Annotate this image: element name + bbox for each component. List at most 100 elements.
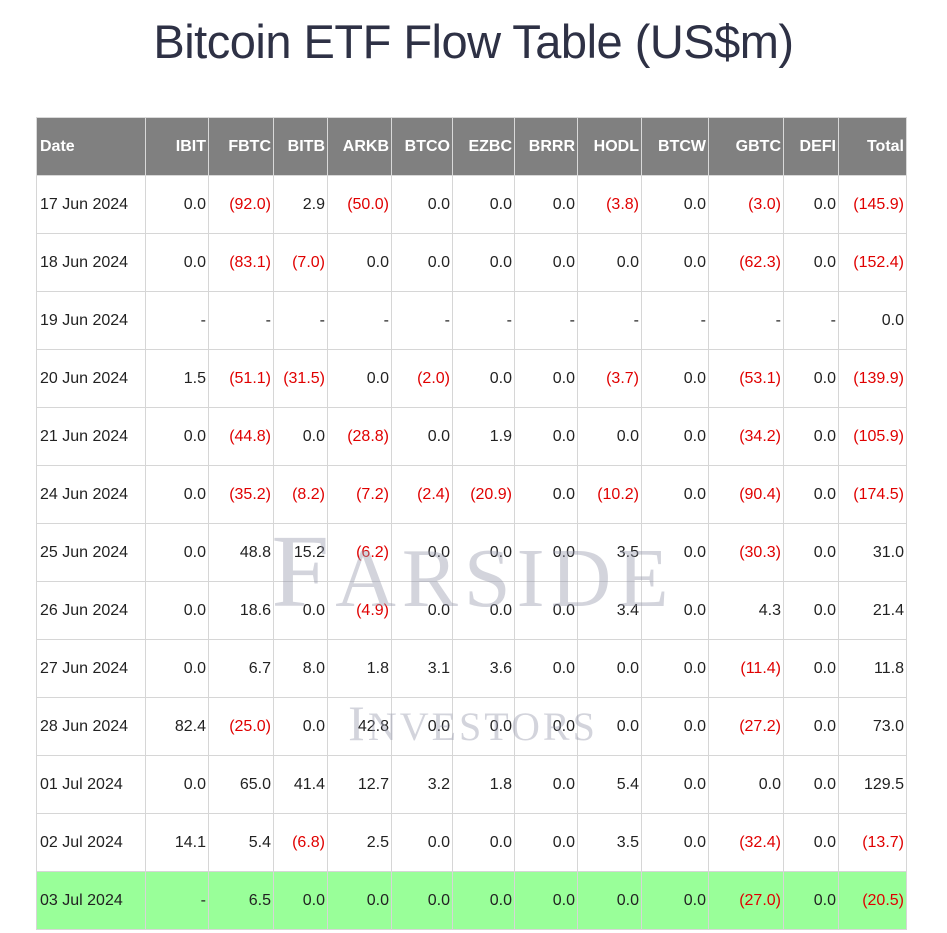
cell-defi: 0.0 xyxy=(783,233,839,292)
column-header-btcw: BTCW xyxy=(641,117,709,176)
cell-btcw: 0.0 xyxy=(641,175,709,234)
cell-ezbc: 0.0 xyxy=(452,175,515,234)
cell-ezbc: (20.9) xyxy=(452,465,515,524)
cell-btco: 0.0 xyxy=(391,175,453,234)
cell-brrr: 0.0 xyxy=(514,349,578,408)
cell-total: (174.5) xyxy=(838,465,907,524)
cell-total: 73.0 xyxy=(838,697,907,756)
cell-gbtc: (62.3) xyxy=(708,233,784,292)
cell-total: (105.9) xyxy=(838,407,907,466)
cell-fbtc: (92.0) xyxy=(208,175,274,234)
cell-hodl: 0.0 xyxy=(577,639,642,698)
cell-defi: 0.0 xyxy=(783,581,839,640)
cell-ibit: 0.0 xyxy=(145,175,209,234)
row-date-cell: 28 Jun 2024 xyxy=(36,697,146,756)
cell-fbtc: 6.7 xyxy=(208,639,274,698)
cell-fbtc: 48.8 xyxy=(208,523,274,582)
cell-ezbc: 0.0 xyxy=(452,871,515,930)
cell-bitb: 8.0 xyxy=(273,639,328,698)
cell-fbtc: (35.2) xyxy=(208,465,274,524)
cell-defi: 0.0 xyxy=(783,407,839,466)
table-row: 24 Jun 2024 0.0 (35.2) (8.2) (7.2) (2.4) (20.9… xyxy=(36,465,907,524)
cell-gbtc: 0.0 xyxy=(708,755,784,814)
cell-ezbc: 0.0 xyxy=(452,233,515,292)
cell-ibit: 0.0 xyxy=(145,407,209,466)
column-header-date: Date xyxy=(36,117,146,176)
cell-arkb: (28.8) xyxy=(327,407,392,466)
cell-arkb: 0.0 xyxy=(327,233,392,292)
table-row: 01 Jul 2024 0.0 65.0 41.4 12.7 3.2 1.8 0.0 5.4 0.… xyxy=(36,755,907,814)
cell-ezbc: 0.0 xyxy=(452,581,515,640)
cell-btcw: 0.0 xyxy=(641,523,709,582)
cell-defi: 0.0 xyxy=(783,349,839,408)
cell-total: 129.5 xyxy=(838,755,907,814)
column-header-hodl: HODL xyxy=(577,117,642,176)
cell-bitb: 0.0 xyxy=(273,871,328,930)
cell-total: (139.9) xyxy=(838,349,907,408)
row-date-cell: 17 Jun 2024 xyxy=(36,175,146,234)
cell-arkb: (7.2) xyxy=(327,465,392,524)
cell-bitb: (8.2) xyxy=(273,465,328,524)
cell-defi: 0.0 xyxy=(783,871,839,930)
cell-hodl: 0.0 xyxy=(577,871,642,930)
cell-arkb: - xyxy=(327,291,392,350)
cell-arkb: 2.5 xyxy=(327,813,392,872)
cell-brrr: 0.0 xyxy=(514,871,578,930)
row-date-cell: 19 Jun 2024 xyxy=(36,291,146,350)
cell-gbtc: (34.2) xyxy=(708,407,784,466)
cell-defi: 0.0 xyxy=(783,755,839,814)
row-date-cell: 24 Jun 2024 xyxy=(36,465,146,524)
cell-bitb: 0.0 xyxy=(273,581,328,640)
column-header-bitb: BITB xyxy=(273,117,328,176)
cell-total: 11.8 xyxy=(838,639,907,698)
cell-brrr: 0.0 xyxy=(514,697,578,756)
cell-hodl: 0.0 xyxy=(577,407,642,466)
cell-gbtc: (27.2) xyxy=(708,697,784,756)
cell-ibit: 14.1 xyxy=(145,813,209,872)
cell-hodl: 3.5 xyxy=(577,523,642,582)
table-row: 27 Jun 2024 0.0 6.7 8.0 1.8 3.1 3.6 0.0 0.0 0.0 (1… xyxy=(36,639,907,698)
cell-ibit: 0.0 xyxy=(145,639,209,698)
cell-btcw: 0.0 xyxy=(641,755,709,814)
cell-ezbc: 3.6 xyxy=(452,639,515,698)
cell-arkb: (6.2) xyxy=(327,523,392,582)
cell-hodl: - xyxy=(577,291,642,350)
table-row: 18 Jun 2024 0.0 (83.1) (7.0) 0.0 0.0 0.0 0.0 0.0… xyxy=(36,233,907,292)
cell-defi: 0.0 xyxy=(783,175,839,234)
cell-ezbc: 1.8 xyxy=(452,755,515,814)
cell-btcw: 0.0 xyxy=(641,871,709,930)
cell-btcw: 0.0 xyxy=(641,407,709,466)
cell-brrr: 0.0 xyxy=(514,523,578,582)
page-title: Bitcoin ETF Flow Table (US$m) xyxy=(153,15,794,68)
cell-total: 31.0 xyxy=(838,523,907,582)
cell-btcw: 0.0 xyxy=(641,639,709,698)
cell-total: 0.0 xyxy=(838,291,907,350)
column-header-total: Total xyxy=(838,117,907,176)
column-header-arkb: ARKB xyxy=(327,117,392,176)
cell-arkb: 0.0 xyxy=(327,349,392,408)
cell-ezbc: 0.0 xyxy=(452,349,515,408)
row-date-cell: 25 Jun 2024 xyxy=(36,523,146,582)
cell-ibit: 0.0 xyxy=(145,465,209,524)
cell-ibit: 0.0 xyxy=(145,233,209,292)
table-row: 19 Jun 2024- - - - - - - - - - -0.0 xyxy=(36,291,907,350)
cell-btco: 0.0 xyxy=(391,871,453,930)
cell-gbtc: (32.4) xyxy=(708,813,784,872)
table-row: 26 Jun 2024 0.0 18.6 0.0 (4.9) 0.0 0.0 0.0 3.4 0.… xyxy=(36,581,907,640)
table-row: 25 Jun 2024 0.0 48.8 15.2 (6.2) 0.0 0.0 0.0 3.5 0… xyxy=(36,523,907,582)
cell-fbtc: 18.6 xyxy=(208,581,274,640)
cell-arkb: (50.0) xyxy=(327,175,392,234)
cell-brrr: 0.0 xyxy=(514,233,578,292)
cell-total: (13.7) xyxy=(838,813,907,872)
etf-flow-table-container: Date IBIT FBTC BITB ARKB BTCO EZBC BRRR HODL BTCW… xyxy=(36,117,907,930)
cell-btco: 0.0 xyxy=(391,233,453,292)
cell-arkb: 12.7 xyxy=(327,755,392,814)
cell-fbtc: 65.0 xyxy=(208,755,274,814)
cell-bitb: 41.4 xyxy=(273,755,328,814)
cell-gbtc: (30.3) xyxy=(708,523,784,582)
cell-bitb: 15.2 xyxy=(273,523,328,582)
cell-btcw: 0.0 xyxy=(641,233,709,292)
cell-total: (145.9) xyxy=(838,175,907,234)
cell-fbtc: (25.0) xyxy=(208,697,274,756)
cell-hodl: 3.4 xyxy=(577,581,642,640)
